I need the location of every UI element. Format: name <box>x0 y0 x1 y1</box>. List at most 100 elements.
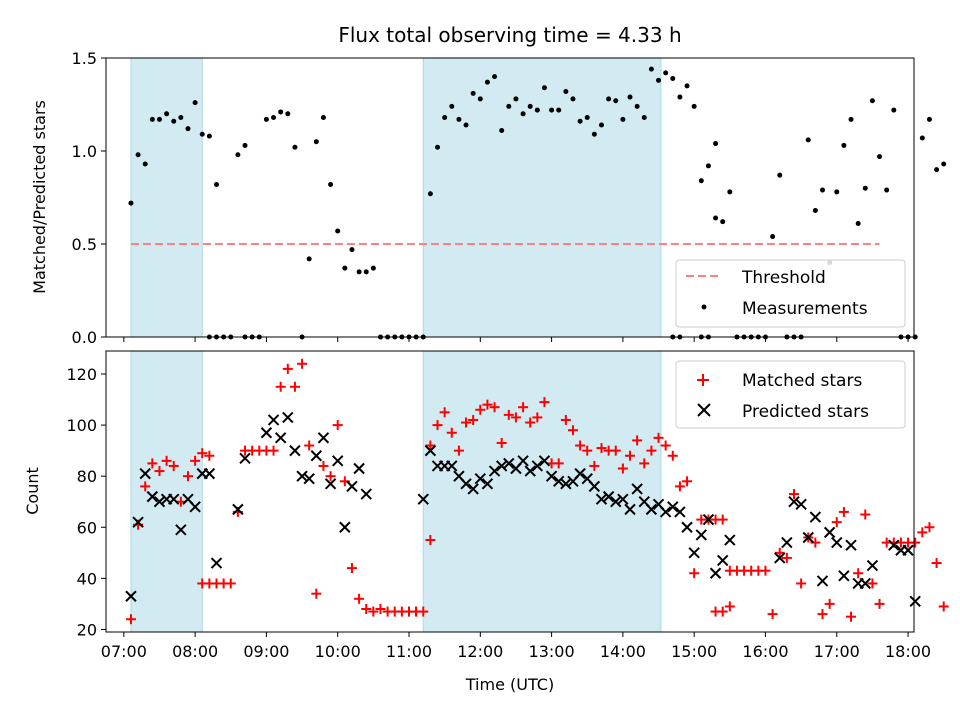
matched-star-marker <box>140 481 151 492</box>
matched-star-marker <box>717 606 728 617</box>
measurement-point <box>677 94 683 100</box>
bottom-ytick-label: 60 <box>77 518 97 537</box>
predicted-star-marker <box>617 493 629 505</box>
predicted-star-marker <box>888 539 900 551</box>
measurement-point <box>869 98 875 104</box>
predicted-star-marker <box>310 450 323 462</box>
predicted-star-marker <box>303 473 315 485</box>
predicted-star-marker <box>795 498 807 510</box>
measurement-point <box>164 111 170 117</box>
measurement-point <box>263 116 269 122</box>
measurement-point <box>534 107 540 113</box>
predicted-star-marker <box>859 577 871 590</box>
matched-star-marker <box>625 450 636 461</box>
matched-star-marker <box>781 552 792 563</box>
predicted-star-marker <box>324 478 337 490</box>
top-shade-0 <box>130 57 203 338</box>
predicted-star-marker <box>816 575 829 587</box>
matched-star-marker <box>838 506 849 517</box>
measurement-point <box>691 103 697 109</box>
top-ytick-label: 1.5 <box>72 49 97 68</box>
predicted-star-marker <box>560 478 572 490</box>
measurement-point <box>684 83 690 89</box>
measurement-point <box>499 128 505 134</box>
predicted-star-marker <box>203 467 216 480</box>
measurement-point <box>456 116 462 122</box>
matched-star-marker <box>482 399 493 410</box>
measurement-point <box>285 111 291 117</box>
bottom-legend-box <box>675 360 906 429</box>
measurement-point <box>506 103 512 109</box>
measurement-point <box>727 189 733 195</box>
measurement-point <box>656 77 662 83</box>
measurement-point <box>278 109 284 115</box>
predicted-star-marker <box>902 544 914 556</box>
measurement-point <box>613 98 619 104</box>
predicted-star-marker <box>802 531 814 544</box>
matched-star-marker <box>767 609 778 620</box>
measurement-point <box>570 96 576 102</box>
predicted-star-marker <box>610 496 622 508</box>
measurement-point <box>862 185 868 191</box>
top-axis-ticks: 0.0 0.5 1.0 1.5 <box>72 49 909 347</box>
bottom-xtick-label: 17:00 <box>814 642 860 661</box>
matched-star-marker <box>190 455 201 466</box>
bottom-xtick-label: 13:00 <box>529 642 575 661</box>
predicted-star-marker <box>210 557 223 569</box>
measurement-point <box>627 94 633 100</box>
matched-star-marker <box>617 463 628 474</box>
matched-star-marker <box>168 460 179 471</box>
matched-star-marker <box>674 481 685 492</box>
legend-matched-swatch <box>697 374 709 386</box>
predicted-star-marker <box>845 539 857 551</box>
measurement-point <box>435 144 441 150</box>
predicted-star-marker <box>132 516 144 528</box>
matched-star-marker <box>853 568 864 579</box>
measurement-point <box>449 103 455 109</box>
bottom-ytick-label: 80 <box>77 467 97 486</box>
measurement-point <box>820 187 826 193</box>
matched-star-marker <box>817 609 828 620</box>
measurement-point <box>670 75 676 81</box>
predicted-star-marker <box>695 529 708 541</box>
matched-star-marker <box>368 606 379 617</box>
matched-star-marker <box>867 578 878 589</box>
bottom-xtick-label: 16:00 <box>742 642 788 661</box>
matched-star-marker <box>361 604 372 615</box>
measurement-point <box>855 221 861 227</box>
matched-star-marker <box>646 445 657 456</box>
predicted-star-marker <box>417 493 429 505</box>
predicted-star-marker <box>495 460 508 472</box>
predicted-star-marker <box>809 511 822 523</box>
matched-star-marker <box>161 455 172 466</box>
matched-star-marker <box>489 402 500 413</box>
matched-star-marker <box>311 588 322 599</box>
matched-star-marker <box>525 417 536 428</box>
predicted-star-marker <box>702 513 715 526</box>
matched-star-marker <box>632 435 643 446</box>
predicted-star-marker <box>467 483 479 495</box>
matched-star-marker <box>297 358 308 369</box>
predicted-star-marker <box>274 432 287 444</box>
measurement-point <box>192 100 198 106</box>
measurement-point <box>356 269 362 275</box>
matched-star-marker <box>154 466 165 477</box>
measurement-point <box>648 66 654 72</box>
predicted-star-marker <box>781 536 793 549</box>
bottom-xtick-label: 10:00 <box>315 642 361 661</box>
matched-star-marker <box>724 601 735 612</box>
measurement-point <box>470 90 476 96</box>
matched-star-marker <box>860 509 871 520</box>
measurement-point <box>841 142 847 148</box>
predicted-star-marker <box>774 552 786 564</box>
predicted-star-marker <box>346 480 358 493</box>
top-ylabel: Matched/Predicted stars <box>30 100 49 294</box>
measurement-point <box>442 115 448 121</box>
predicted-star-marker <box>460 478 472 490</box>
predicted-star-marker <box>553 475 565 487</box>
bottom-xtick-label: 14:00 <box>600 642 646 661</box>
matched-star-marker <box>717 514 728 525</box>
measurement-point <box>713 215 719 221</box>
bottom-xtick-label: 12:00 <box>457 642 503 661</box>
predicted-stars-markers <box>125 411 921 608</box>
